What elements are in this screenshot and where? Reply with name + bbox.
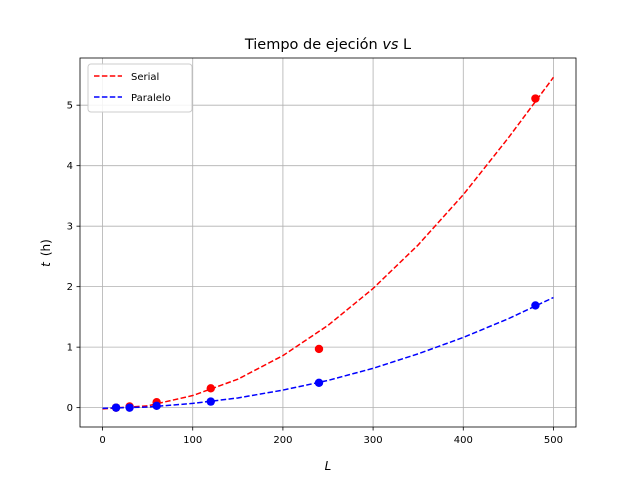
legend-paralelo-label: Paralelo [131,93,171,104]
data-point-paralelo [206,397,215,406]
series-layer [102,76,555,412]
legend-serial-label: Serial [131,72,159,83]
legend: Serial Paralelo [87,63,193,113]
y-tick-label: 2 [67,282,73,293]
y-axis-label: t (h) [39,239,53,267]
x-tick-label: 200 [273,435,292,446]
y-tick-label: 5 [67,101,73,112]
chart-title-italic: vs [382,37,399,53]
data-point-paralelo [125,403,134,412]
chart-title: Tiempo de ejeción vs L [244,37,411,53]
ticks: 0 100 200 300 400 500 0 1 2 3 4 5 [67,101,563,446]
x-tick-label: 0 [99,435,105,446]
plot-frame [79,57,577,428]
x-axis-label: L [325,459,332,473]
chart-title-prefix: Tiempo de ejeción [244,37,382,53]
x-tick-label: 100 [183,435,202,446]
data-point-paralelo [531,301,540,310]
y-tick-label: 1 [67,343,73,354]
data-point-serial [531,94,540,103]
y-axis-label-var: t [39,261,53,267]
y-tick-label: 0 [67,403,73,414]
data-point-serial [206,384,215,393]
fit-curve-paralelo [102,296,554,409]
y-axis-label-unit: (h) [39,239,53,256]
x-tick-label: 400 [454,435,473,446]
data-point-serial [314,344,324,354]
grid [80,58,576,427]
x-tick-label: 500 [544,435,563,446]
data-point-paralelo [314,378,324,388]
data-point-paralelo [111,403,121,412]
data-point-paralelo [152,401,161,411]
y-tick-label: 3 [67,222,73,233]
fit-curve-serial [102,76,555,410]
x-tick-label: 300 [364,435,383,446]
chart-title-suffix: L [398,37,411,53]
y-tick-label: 4 [67,161,73,172]
